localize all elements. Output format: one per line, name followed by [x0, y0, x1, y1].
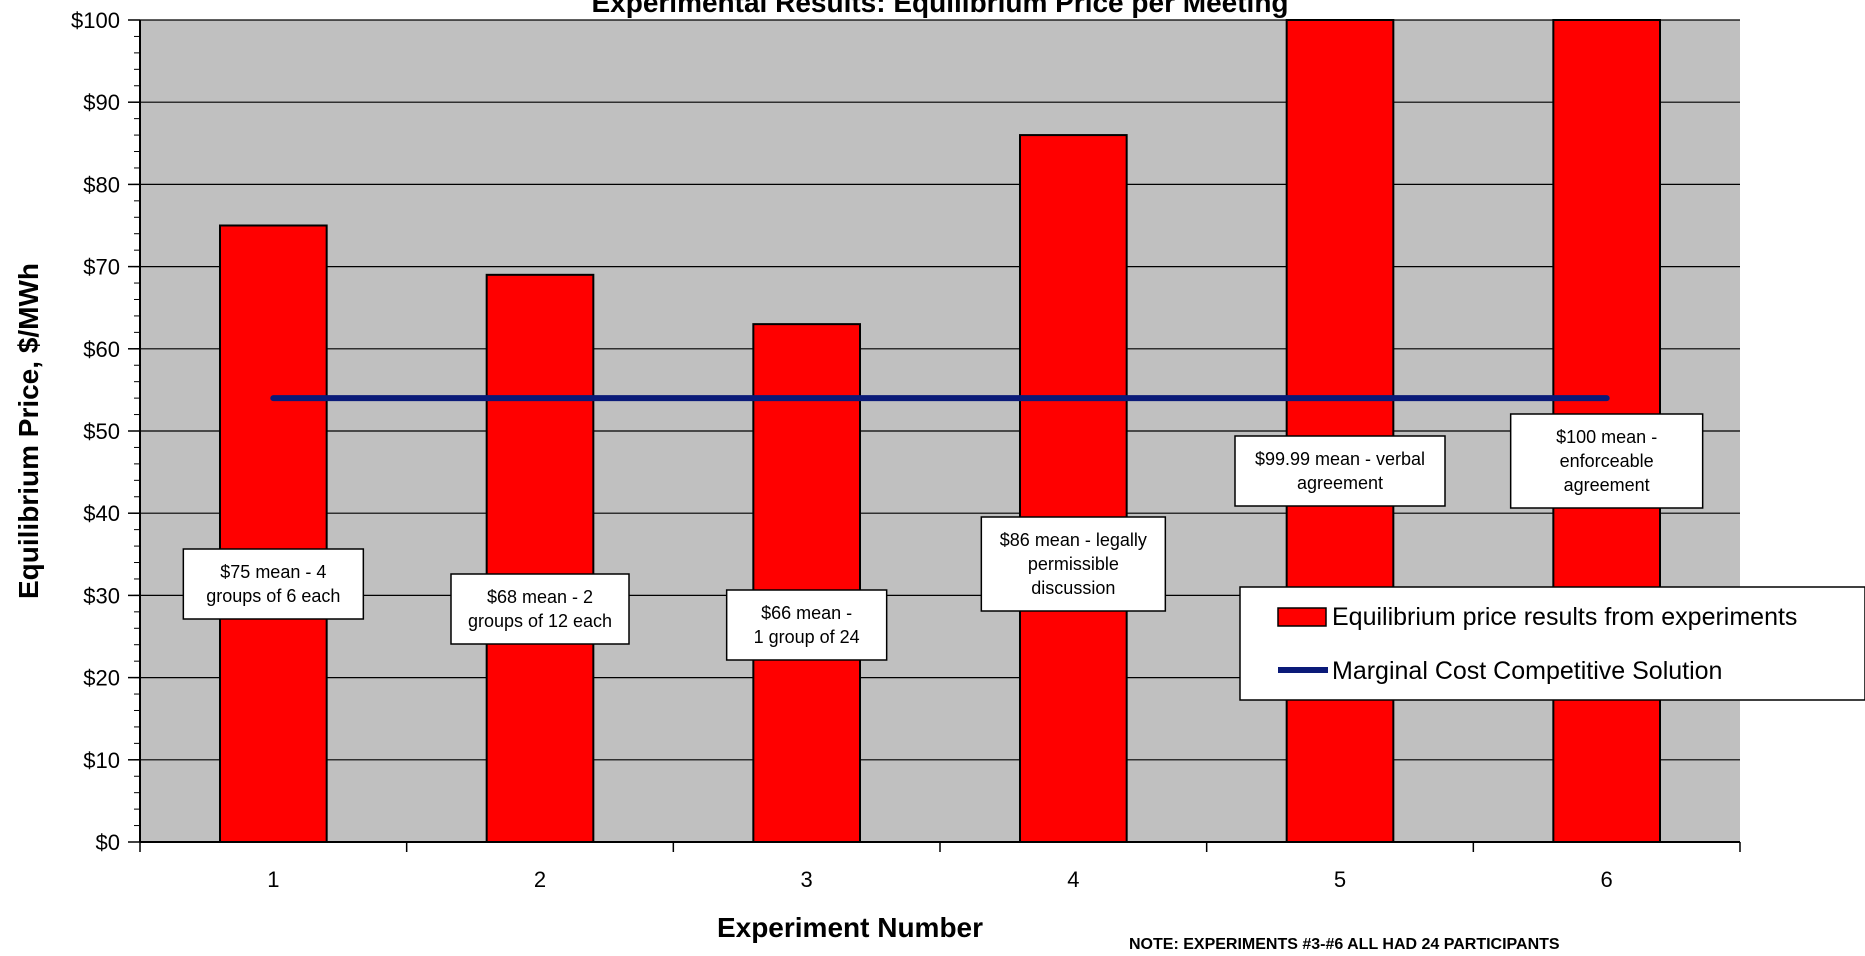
annotation-box: $68 mean - 2 groups of 12 each: [450, 573, 630, 645]
y-tick-label: $40: [83, 501, 120, 526]
bar: [219, 224, 328, 843]
y-tick-label: $50: [83, 419, 120, 444]
x-tick-label: 1: [267, 867, 279, 892]
annotation-box: $75 mean - 4 groups of 6 each: [182, 548, 365, 620]
annotation-frame: [1509, 413, 1704, 509]
annotation-text: $100 mean -: [1556, 427, 1657, 447]
y-tick-label: $60: [83, 337, 120, 362]
annotation-text: permissible: [1028, 554, 1119, 574]
annotation-text: agreement: [1564, 475, 1650, 495]
annotation-frame: [980, 516, 1167, 612]
y-tick-label: $80: [83, 172, 120, 197]
legend-swatch-bar: [1277, 607, 1327, 627]
y-tick-label: $90: [83, 90, 120, 115]
y-tick-label: $70: [83, 255, 120, 280]
annotation-box: $86 mean - legally permissible discussion: [980, 516, 1167, 612]
bar: [1019, 134, 1128, 843]
annotation-frame: [182, 548, 365, 620]
legend: Equilibrium price results from experimen…: [1239, 586, 1865, 701]
footnote: NOTE: EXPERIMENTS #3-#6 ALL HAD 24 PARTI…: [1129, 936, 1560, 953]
legend-label: Marginal Cost Competitive Solution: [1332, 657, 1722, 685]
legend-label: Equilibrium price results from experimen…: [1332, 603, 1797, 631]
y-tick-label: $10: [83, 748, 120, 773]
y-tick-label: $30: [83, 583, 120, 608]
annotation-text: groups of 12 each: [468, 611, 612, 631]
annotation-text: $99.99 mean - verbal: [1255, 449, 1425, 469]
x-tick-label: 3: [801, 867, 813, 892]
bar: [485, 273, 595, 843]
annotation-text: $66 mean -: [761, 603, 852, 623]
y-tick-label: $0: [96, 830, 120, 855]
annotation-text: $86 mean - legally: [1000, 530, 1147, 550]
x-tick-label: 4: [1067, 867, 1079, 892]
x-axis-title: Experiment Number: [717, 912, 983, 943]
x-tick-label: 2: [534, 867, 546, 892]
annotation-frame: [725, 589, 888, 661]
bar: [752, 323, 861, 843]
annotation-text: 1 group of 24: [754, 627, 860, 647]
annotation-text: groups of 6 each: [206, 586, 340, 606]
x-tick-label: 5: [1334, 867, 1346, 892]
annotation-text: discussion: [1031, 578, 1115, 598]
x-tick-label: 6: [1601, 867, 1613, 892]
y-tick-label: $20: [83, 666, 120, 691]
annotation-frame: [450, 573, 630, 645]
annotation-box: $100 mean - enforceable agreement: [1509, 413, 1704, 509]
chart-title: Experimental Results: Equilibrium Price …: [591, 0, 1288, 18]
annotation-box: $66 mean - 1 group of 24: [725, 589, 888, 661]
annotation-box: $99.99 mean - verbal agreement: [1234, 435, 1446, 507]
bar: [1285, 19, 1395, 843]
annotation-text: enforceable: [1560, 451, 1654, 471]
legend-frame: [1239, 586, 1865, 701]
y-axis-title: Equilibrium Price, $/MWh: [13, 263, 44, 599]
annotation-frame: [1234, 435, 1446, 507]
annotation-text: $75 mean - 4: [220, 562, 326, 582]
y-tick-label: $100: [71, 8, 120, 33]
annotation-text: agreement: [1297, 473, 1383, 493]
annotation-text: $68 mean - 2: [487, 587, 593, 607]
